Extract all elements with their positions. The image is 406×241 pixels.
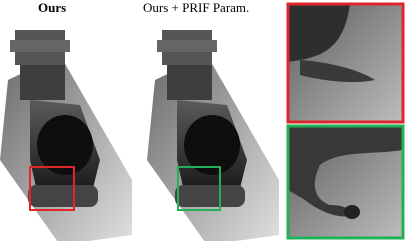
zoom-crop [288,126,403,238]
figure: Ours Ours + PRIF Param. [0,0,406,241]
zoom-crop [288,4,403,122]
panel-label: Ours + PRIF Param. [143,0,249,16]
figure-art [0,0,406,241]
panel-label: Ours [38,0,66,16]
